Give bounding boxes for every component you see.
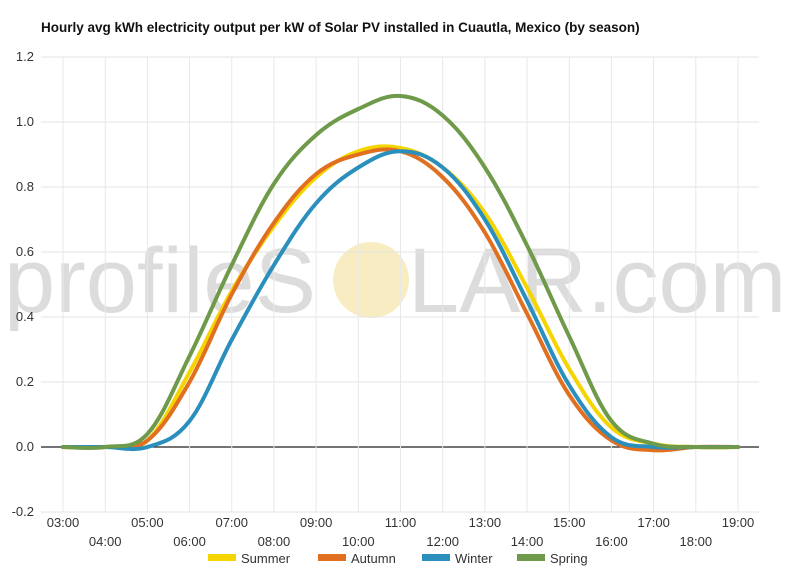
legend-swatch xyxy=(208,554,236,561)
legend-swatch xyxy=(517,554,545,561)
x-axis: 03:00 04:00 05:00 06:00 07:00 08:00 09:00 10:00… xyxy=(47,515,755,549)
legend-item-winter[interactable]: Winter xyxy=(422,551,493,566)
x-tick-label: 16:00 xyxy=(595,534,628,549)
y-tick-label: 1.0 xyxy=(16,114,34,129)
x-tick-label: 17:00 xyxy=(637,515,670,530)
series-line-spring xyxy=(61,93,740,451)
y-tick-label: 0.0 xyxy=(16,439,34,454)
watermark-sun-logo xyxy=(333,242,409,318)
y-axis: -0.2 0.0 0.2 0.4 0.6 0.8 1.0 1.2 xyxy=(12,49,34,519)
x-tick-label: 15:00 xyxy=(553,515,586,530)
x-tick-label: 08:00 xyxy=(258,534,291,549)
series-lines xyxy=(61,93,740,453)
y-tick-label: 0.2 xyxy=(16,374,34,389)
legend[interactable]: Summer Autumn Winter Spring xyxy=(208,551,588,566)
x-tick-label: 10:00 xyxy=(342,534,375,549)
x-tick-label: 05:00 xyxy=(131,515,164,530)
series-line-winter xyxy=(61,149,740,452)
legend-item-summer[interactable]: Summer xyxy=(208,551,291,566)
y-tick-label: 1.2 xyxy=(16,49,34,64)
legend-item-spring[interactable]: Spring xyxy=(517,551,588,566)
x-tick-label: 14:00 xyxy=(511,534,544,549)
x-tick-label: 19:00 xyxy=(722,515,755,530)
legend-label: Summer xyxy=(241,551,291,566)
legend-item-autumn[interactable]: Autumn xyxy=(318,551,396,566)
legend-swatch xyxy=(422,554,450,561)
chart-title: Hourly avg kWh electricity output per kW… xyxy=(41,20,640,35)
y-tick-label: 0.4 xyxy=(16,309,34,324)
y-tick-label: -0.2 xyxy=(12,504,34,519)
legend-label: Spring xyxy=(550,551,588,566)
x-tick-label: 07:00 xyxy=(215,515,248,530)
legend-swatch xyxy=(318,554,346,561)
legend-label: Winter xyxy=(455,551,493,566)
series-line-summer xyxy=(61,144,740,451)
x-tick-label: 18:00 xyxy=(680,534,713,549)
y-tick-label: 0.6 xyxy=(16,244,34,259)
x-tick-label: 03:00 xyxy=(47,515,80,530)
y-tick-label: 0.8 xyxy=(16,179,34,194)
x-tick-label: 11:00 xyxy=(385,515,417,530)
watermark: profileS LAR.com xyxy=(4,230,786,332)
watermark-right-text: LAR.com xyxy=(408,230,786,332)
x-tick-label: 06:00 xyxy=(173,534,206,549)
x-tick-label: 09:00 xyxy=(300,515,333,530)
x-tick-label: 12:00 xyxy=(426,534,459,549)
x-tick-label: 04:00 xyxy=(89,534,122,549)
legend-label: Autumn xyxy=(351,551,396,566)
x-tick-label: 13:00 xyxy=(469,515,502,530)
